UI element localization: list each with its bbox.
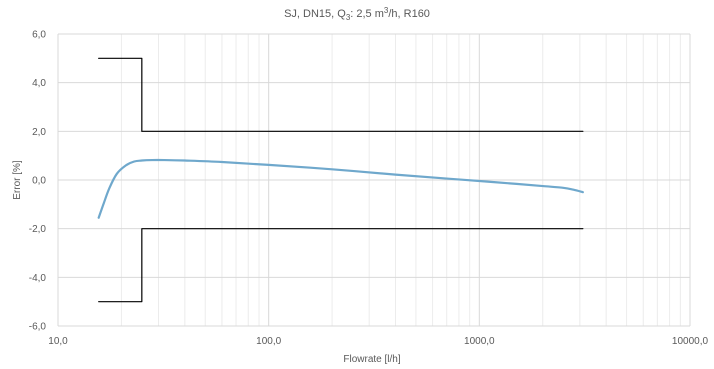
y-tick-label: -2,0 [29,224,47,235]
x-tick-label: 10,0 [48,336,68,347]
series-layer [97,57,584,303]
limit-line-series-1 [98,57,584,132]
error-curve-series [97,158,584,219]
y-tick-label: -4,0 [29,273,47,284]
y-tick-label: 4,0 [32,78,46,89]
chart-title-subscript: 3 [346,13,351,22]
x-tick-label: 1000,0 [464,336,495,347]
y-tick-label: 0,0 [32,176,46,187]
x-axis-ticks: 10,0 100,0 1000,0 10000,0 [48,336,708,347]
x-tick-label: 100,0 [256,336,281,347]
y-tick-label: 2,0 [32,127,46,138]
y-axis-title: Error [%] [12,160,23,200]
y-tick-label: 6,0 [32,30,46,41]
y-axis-ticks: -6,0 -4,0 -2,0 0,0 2,0 4,0 6,0 [29,30,47,333]
x-tick-label: 10000,0 [672,336,709,347]
chart-title-superscript: 3 [384,6,389,15]
limit-line-series-2 [98,228,584,303]
chart-title: SJ, DN15, Q3: 2,5 m3/h, R160 [284,6,430,22]
y-tick-label: -6,0 [29,322,47,333]
x-axis-title: Flowrate [l/h] [343,354,400,365]
